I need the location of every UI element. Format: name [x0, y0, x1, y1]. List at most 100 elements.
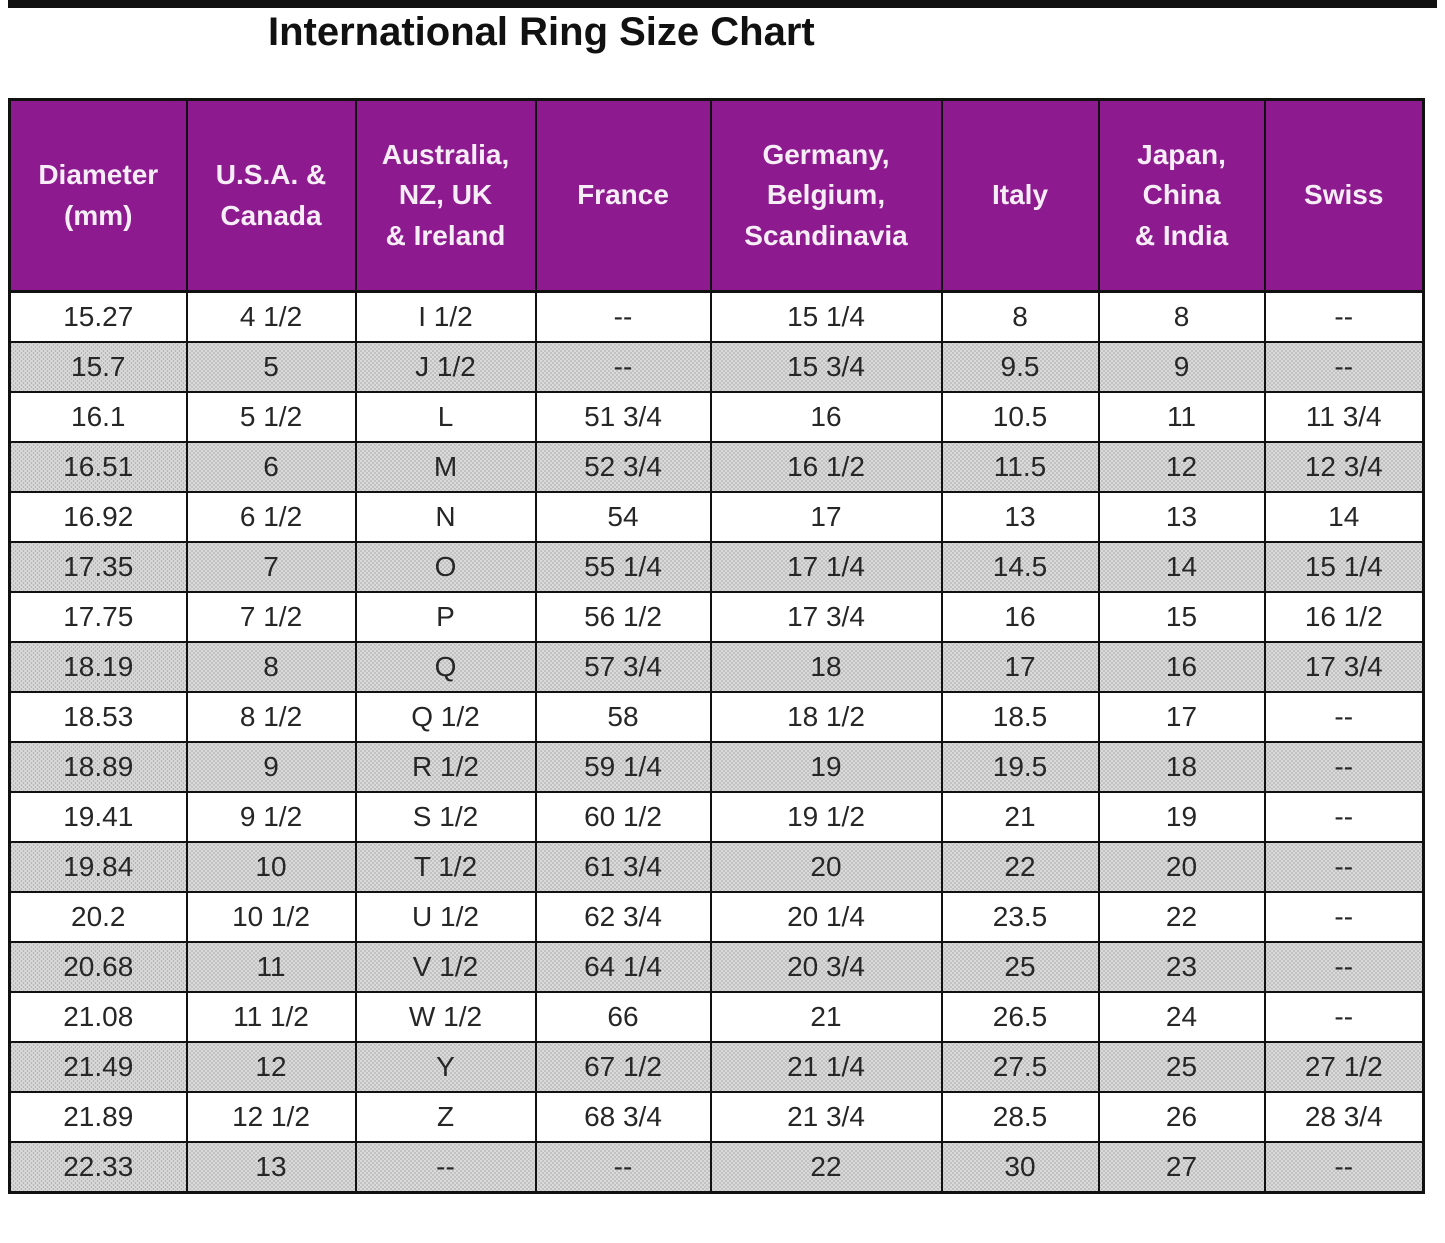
size-cell: 16.92	[8, 491, 188, 543]
table-row: 21.49 12 Y 67 1/2 21 1/4 27.5 25 27 1/2	[8, 1041, 1425, 1093]
size-cell: Z	[354, 1091, 537, 1143]
size-cell: 20 3/4	[709, 941, 943, 993]
size-cell: 7	[185, 541, 357, 593]
header-row: Diameter (mm) U.S.A. & Canada Australia,…	[8, 98, 1425, 293]
table-row: 15.7 5 J 1/2 -- 15 3/4 9.5 9 --	[8, 341, 1425, 393]
table-row: 17.75 7 1/2 P 56 1/2 17 3/4 16 15 16 1/2	[8, 591, 1425, 643]
size-cell: 11.5	[940, 441, 1100, 493]
size-cell: 21	[940, 791, 1100, 843]
table-row: 21.89 12 1/2 Z 68 3/4 21 3/4 28.5 26 28 3/4	[8, 1091, 1425, 1143]
size-cell: 6	[185, 441, 357, 493]
table-row: 18.53 8 1/2 Q 1/2 58 18 1/2 18.5 17 --	[8, 691, 1425, 743]
table-row: 16.1 5 1/2 L 51 3/4 16 10.5 11 11 3/4	[8, 391, 1425, 443]
ring-size-table: Diameter (mm) U.S.A. & Canada Australia,…	[8, 98, 1425, 1194]
size-cell: --	[1263, 1141, 1425, 1194]
size-cell: 18	[709, 641, 943, 693]
size-cell: 11	[1097, 391, 1266, 443]
size-cell: 13	[940, 491, 1100, 543]
size-cell: 28 3/4	[1263, 1091, 1425, 1143]
size-cell: 22	[940, 841, 1100, 893]
size-cell: 10	[185, 841, 357, 893]
size-cell: 16	[940, 591, 1100, 643]
size-cell: 13	[1097, 491, 1266, 543]
size-cell: P	[354, 591, 537, 643]
size-cell: --	[1263, 691, 1425, 743]
size-cell: --	[1263, 841, 1425, 893]
size-cell: 28.5	[940, 1091, 1100, 1143]
size-cell: 19.5	[940, 741, 1100, 793]
size-cell: 18.89	[8, 741, 188, 793]
size-cell: 5	[185, 341, 357, 393]
size-cell: 10 1/2	[185, 891, 357, 943]
column-header-australia-nz-uk: Australia, NZ, UK & Ireland	[354, 98, 537, 293]
size-cell: 17 3/4	[709, 591, 943, 643]
size-cell: 14	[1263, 491, 1425, 543]
size-cell: 58	[534, 691, 712, 743]
size-cell: --	[1263, 991, 1425, 1043]
table-row: 18.19 8 Q 57 3/4 18 17 16 17 3/4	[8, 641, 1425, 693]
top-divider-rule	[8, 0, 1437, 8]
table-row: 15.27 4 1/2 I 1/2 -- 15 1/4 8 8 --	[8, 290, 1425, 343]
size-cell: 22.33	[8, 1141, 188, 1194]
table-row: 17.35 7 O 55 1/4 17 1/4 14.5 14 15 1/4	[8, 541, 1425, 593]
size-cell: M	[354, 441, 537, 493]
table-row: 19.41 9 1/2 S 1/2 60 1/2 19 1/2 21 19 --	[8, 791, 1425, 843]
size-cell: 19.84	[8, 841, 188, 893]
size-cell: --	[534, 341, 712, 393]
size-cell: 11	[185, 941, 357, 993]
table-row: 16.92 6 1/2 N 54 17 13 13 14	[8, 491, 1425, 543]
size-cell: Y	[354, 1041, 537, 1093]
size-cell: 11 3/4	[1263, 391, 1425, 443]
column-header-diameter-mm: Diameter (mm)	[8, 98, 188, 293]
size-cell: 14	[1097, 541, 1266, 593]
size-cell: 10.5	[940, 391, 1100, 443]
size-cell: 20.68	[8, 941, 188, 993]
size-cell: 19	[709, 741, 943, 793]
size-cell: 21.49	[8, 1041, 188, 1093]
table-row: 20.68 11 V 1/2 64 1/4 20 3/4 25 23 --	[8, 941, 1425, 993]
table-header: Diameter (mm) U.S.A. & Canada Australia,…	[8, 98, 1425, 293]
column-header-france: France	[534, 98, 712, 293]
size-cell: 26	[1097, 1091, 1266, 1143]
size-cell: 67 1/2	[534, 1041, 712, 1093]
size-cell: 7 1/2	[185, 591, 357, 643]
size-cell: 15.7	[8, 341, 188, 393]
size-cell: 59 1/4	[534, 741, 712, 793]
size-cell: 25	[940, 941, 1100, 993]
size-cell: --	[354, 1141, 537, 1194]
size-cell: 17	[940, 641, 1100, 693]
size-cell: N	[354, 491, 537, 543]
table-body: 15.27 4 1/2 I 1/2 -- 15 1/4 8 8 -- 15.7 5 J 1/2 -- 1…	[8, 290, 1425, 1194]
size-cell: 22	[709, 1141, 943, 1194]
size-cell: 62 3/4	[534, 891, 712, 943]
size-cell: 27	[1097, 1141, 1266, 1194]
table-row: 19.84 10 T 1/2 61 3/4 20 22 20 --	[8, 841, 1425, 893]
size-cell: 21.89	[8, 1091, 188, 1143]
size-cell: 60 1/2	[534, 791, 712, 843]
size-cell: 17	[1097, 691, 1266, 743]
size-cell: 20 1/4	[709, 891, 943, 943]
size-cell: 20.2	[8, 891, 188, 943]
size-cell: 64 1/4	[534, 941, 712, 993]
size-cell: 19 1/2	[709, 791, 943, 843]
size-cell: V 1/2	[354, 941, 537, 993]
table-row: 22.33 13 -- -- 22 30 27 --	[8, 1141, 1425, 1194]
size-cell: 9	[185, 741, 357, 793]
size-cell: 8	[940, 290, 1100, 343]
size-cell: 26.5	[940, 991, 1100, 1043]
size-cell: 30	[940, 1141, 1100, 1194]
size-cell: 15	[1097, 591, 1266, 643]
size-cell: I 1/2	[354, 290, 537, 343]
size-cell: 12 3/4	[1263, 441, 1425, 493]
size-cell: 66	[534, 991, 712, 1043]
table-row: 16.51 6 M 52 3/4 16 1/2 11.5 12 12 3/4	[8, 441, 1425, 493]
size-cell: 11 1/2	[185, 991, 357, 1043]
size-cell: 19	[1097, 791, 1266, 843]
size-cell: 18.19	[8, 641, 188, 693]
size-cell: W 1/2	[354, 991, 537, 1043]
size-cell: --	[1263, 341, 1425, 393]
size-cell: 20	[1097, 841, 1266, 893]
column-header-italy: Italy	[940, 98, 1100, 293]
column-header-usa-canada: U.S.A. & Canada	[185, 98, 357, 293]
